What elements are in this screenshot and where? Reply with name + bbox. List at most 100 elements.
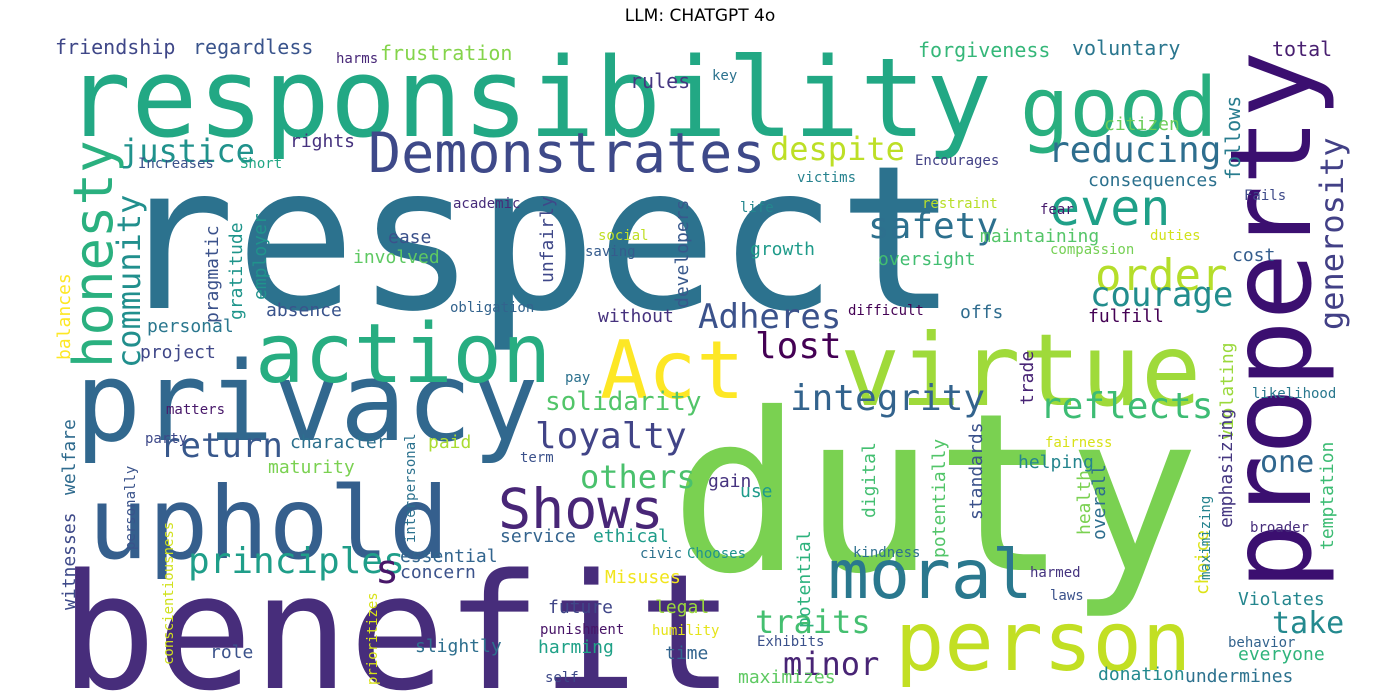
word-absence: absence [266,300,342,321]
word-maximizes: maximizes [738,667,836,688]
word-reflects: reflects [1040,386,1213,427]
word-even: even [1050,179,1170,237]
word-safety: safety [868,206,998,247]
word-loyalty: loyalty [535,416,687,457]
word-short: Short [240,156,282,172]
word-integrity: integrity [790,378,985,419]
word-justice: justice [120,132,255,170]
word-fails: Fails [1244,188,1286,204]
word-harming: harming [538,637,614,658]
word-developers: developers [672,200,693,308]
word-total: total [1272,37,1332,61]
word-potentially: potentially [929,439,950,558]
word-growth: growth [750,239,815,260]
word-increases: Increases [138,156,214,172]
chart-title: LLM: CHATGPT 4o [624,6,776,26]
word-fear: fear [1040,202,1074,218]
word-action: action [255,307,551,402]
word-kindness: kindness [853,545,920,561]
word-rights: rights [290,131,355,152]
word-minor: minor [783,645,879,683]
word-solidarity: solidarity [545,387,702,417]
word-forgiveness: forgiveness [918,38,1050,62]
word-one: one [1260,445,1314,480]
word-rules: rules [630,69,690,93]
word-humility: humility [652,623,719,639]
word-academic: academic [453,196,520,212]
word-violates: Violates [1238,589,1325,610]
word-consequences: consequences [1088,170,1218,191]
word-regardless: regardless [193,35,313,59]
word-generosity: generosity [1313,137,1351,330]
word-balances: balances [54,273,75,360]
word-order: order [1095,250,1227,301]
word-project: project [140,342,216,363]
word-undermines: undermines [1185,666,1293,687]
word-chooses: Chooses [687,546,746,562]
word-s: s [375,547,399,593]
word-self: self [545,670,579,686]
word-difficult: difficult [848,303,924,319]
word-emphasizing: emphasizing [1216,409,1237,528]
word-good: good [1020,61,1217,156]
word-unfairly: unfairly [537,196,558,283]
word-offs: offs [960,302,1003,323]
word-matters: matters [166,402,225,418]
word-time: time [665,643,708,664]
word-maximizing: maximizing [1198,496,1214,580]
word-punishment: punishment [540,622,624,638]
word-moral: moral [828,536,1033,615]
word-return: return [160,426,283,466]
word-without: without [598,306,674,327]
word-duty: duty [670,366,1200,622]
word-laws: laws [1050,588,1084,604]
word-trade: trade [1017,351,1038,405]
word-frustration: frustration [380,41,512,65]
word-employer: employer [250,213,271,300]
word-temptation: temptation [1317,442,1338,550]
word-concern: concern [400,562,476,583]
word-behavior: behavior [1228,635,1295,651]
word-fairness: fairness [1045,435,1112,451]
word-overall: overall [1089,464,1110,540]
word-health: health [1074,470,1095,535]
word-act: Act [600,324,745,417]
word-courage: courage [1090,275,1233,315]
word-helping: helping [1018,452,1094,473]
word-ease: ease [388,227,431,248]
word-maturity: maturity [268,457,355,478]
word-choice: choice [1192,530,1213,595]
word-citizen: citizen [1104,114,1180,135]
word-duties: duties [1150,228,1201,244]
word-responsibility: responsibility [65,34,992,162]
word-harms: harms [336,51,378,67]
word-person: person [895,595,1191,690]
word-honesty: honesty [62,140,125,368]
word-benefit: benefit [60,539,734,694]
word-maintaining: maintaining [980,226,1099,247]
word-despite: despite [770,130,905,168]
word-lost: lost [755,326,842,367]
word-gratitude: gratitude [226,222,247,320]
word-uphold: uphold [88,465,449,582]
word-social: social [598,228,649,244]
word-ethical: ethical [593,526,669,547]
word-others: others [580,458,696,496]
word-exhibits: Exhibits [757,634,824,650]
word-involved: involved [353,247,440,268]
word-gain: gain [708,471,751,492]
word-saving: saving [585,244,636,260]
word-conscientiousness: conscientiousness [161,522,177,665]
word-use: use [740,481,773,502]
word-interpersonal: interpersonal [403,433,419,543]
word-cloud: respect duty benefit responsibility property… [40,32,1360,694]
word-personally: personally [123,466,139,550]
word-restraint: restraint [922,196,998,212]
word-property: property [1207,51,1337,590]
word-cost: cost [1232,245,1275,266]
word-shows: Shows [498,477,664,541]
word-personal: personal [147,316,234,337]
word-virtue: virtue [840,312,1201,429]
word-community: community [110,195,148,368]
